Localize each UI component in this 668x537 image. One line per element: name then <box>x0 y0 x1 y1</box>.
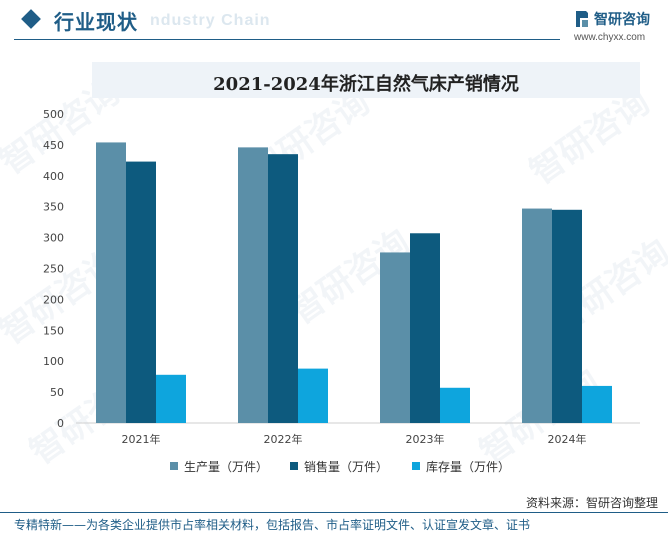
y-tick-label: 0 <box>57 417 64 430</box>
legend-swatch <box>290 462 298 470</box>
bar <box>522 208 552 423</box>
y-tick-label: 300 <box>43 232 64 245</box>
bar <box>552 209 582 423</box>
bar <box>96 142 126 424</box>
y-tick-label: 500 <box>43 108 64 121</box>
x-tick-label: 2021年 <box>122 432 161 446</box>
bar <box>238 147 268 423</box>
section-title: 行业现状 <box>54 10 138 34</box>
y-tick-label: 100 <box>43 355 64 368</box>
legend-item: 生产量（万件） <box>170 458 268 476</box>
chart-title: 2021-2024年浙江自然气床产销情况 <box>213 74 519 95</box>
x-tick-label: 2022年 <box>264 432 303 446</box>
legend-item: 销售量（万件） <box>290 458 388 476</box>
bar <box>582 385 612 423</box>
y-tick-label: 250 <box>43 263 64 276</box>
header-divider <box>14 39 560 40</box>
legend-swatch <box>412 462 420 470</box>
legend-label: 库存量（万件） <box>426 460 511 474</box>
bar <box>126 161 156 423</box>
x-tick-label: 2024年 <box>548 432 587 446</box>
source-note: 资料来源：智研咨询整理 <box>525 496 658 510</box>
y-tick-label: 150 <box>43 324 64 337</box>
legend-swatch <box>170 462 178 470</box>
legend-label: 生产量（万件） <box>184 460 269 474</box>
chart-legend: 生产量（万件） 销售量（万件） 库存量（万件） <box>0 458 668 476</box>
bar <box>268 154 298 424</box>
header-ghost-text: ndustry Chain <box>150 12 271 29</box>
y-tick-label: 350 <box>43 201 64 214</box>
section-header: ndustry Chain 行业现状 <box>0 0 668 40</box>
chart-title-box: 2021-2024年浙江自然气床产销情况 <box>92 62 640 98</box>
brand-logo: 智研咨询 www.chyxx.com <box>574 8 660 43</box>
bar <box>380 252 410 423</box>
bar <box>156 374 186 423</box>
bar <box>440 387 470 423</box>
y-tick-label: 50 <box>50 386 64 399</box>
y-tick-label: 400 <box>43 170 64 183</box>
footer-divider <box>0 512 668 513</box>
legend-label: 销售量（万件） <box>304 460 389 474</box>
brand-url: www.chyxx.com <box>574 32 646 43</box>
brand-name: 智研咨询 <box>594 12 650 28</box>
bar <box>410 233 440 423</box>
x-tick-label: 2023年 <box>406 432 445 446</box>
y-tick-label: 450 <box>43 139 64 152</box>
legend-item: 库存量（万件） <box>412 458 510 476</box>
footer-text: 专精特新——为各类企业提供市占率相关材料，包括报告、市占率证明文件、认证宣发文章… <box>14 518 531 532</box>
brand-logo-icon <box>576 11 588 27</box>
y-tick-label: 200 <box>43 293 64 306</box>
bar <box>298 368 328 423</box>
